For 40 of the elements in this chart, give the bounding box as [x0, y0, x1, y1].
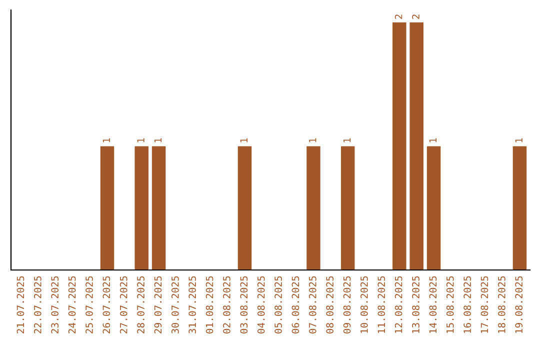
data-label: 2	[394, 14, 402, 19]
x-tick-label: 14.08.2025	[429, 276, 437, 333]
x-tick-label: 04.08.2025	[257, 276, 265, 334]
x-tick-label: 05.08.2025	[274, 276, 282, 334]
x-tick-label: 11.08.2025	[378, 276, 386, 333]
data-label: 1	[137, 138, 144, 142]
x-tick-label: 23.07.2025	[51, 276, 59, 334]
data-label: 1	[240, 138, 248, 142]
x-tick-label: 31.07.2025	[188, 276, 196, 334]
x-tick-label: 10.08.2025	[360, 276, 368, 333]
x-tick-label: 28.07.2025	[137, 276, 144, 334]
data-label: 1	[102, 138, 110, 142]
x-tick-label: 27.07.2025	[120, 276, 128, 334]
x-tick-label: 29.07.2025	[154, 276, 162, 334]
x-tick-label: 21.07.2025	[16, 276, 24, 334]
x-tick-label: 25.07.2025	[86, 276, 93, 334]
x-tick-label: 19.08.2025	[515, 276, 523, 333]
x-tick-label: 22.07.2025	[34, 276, 42, 334]
x-tick-label: 03.08.2025	[240, 276, 248, 334]
x-tick-label: 06.08.2025	[292, 276, 300, 334]
x-tick-label: 16.08.2025	[464, 276, 471, 333]
x-tick-label: 01.08.2025	[206, 276, 214, 334]
x-tick-label: 08.08.2025	[326, 276, 334, 334]
data-label: 1	[154, 138, 162, 142]
x-tick-label: 09.08.2025	[343, 276, 351, 334]
x-tick-label: 24.07.2025	[68, 276, 76, 334]
x-tick-label: 18.08.2025	[498, 276, 506, 333]
data-label: 1	[429, 138, 436, 142]
x-tick-label: 02.08.2025	[223, 276, 230, 334]
x-tick-label: 26.07.2025	[102, 276, 110, 334]
x-tick-label: 15.08.2025	[446, 276, 454, 333]
data-label: 1	[515, 138, 522, 142]
x-tick-label: 13.08.2025	[412, 276, 420, 333]
x-tick-label: 07.08.2025	[308, 276, 316, 334]
data-label: 1	[343, 138, 351, 142]
data-label: 2	[412, 14, 420, 19]
x-tick-label: 12.08.2025	[394, 276, 402, 333]
x-tick-label: 30.07.2025	[171, 276, 179, 334]
data-label: 1	[309, 138, 316, 142]
x-tick-label: 17.08.2025	[480, 276, 488, 333]
